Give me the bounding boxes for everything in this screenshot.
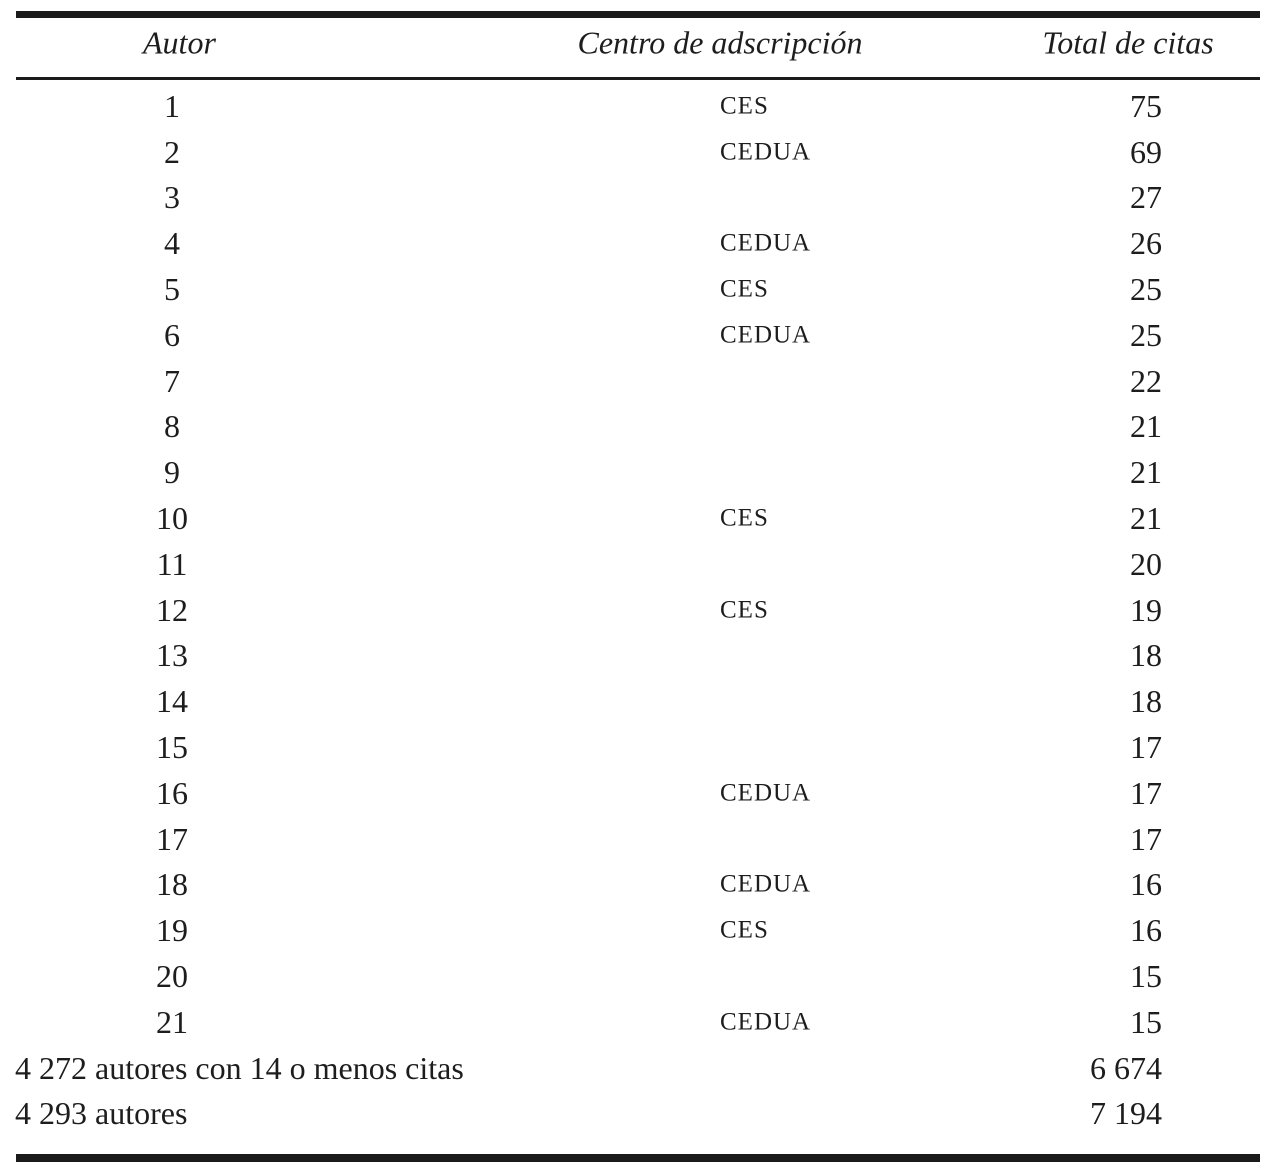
table-row: 7 22 [0,358,1276,404]
autor-cell: 2 [164,133,180,170]
table-row: 4 CEDUA 26 [0,220,1276,266]
citas-cell: 26 [1130,225,1162,262]
centro-cell: CEDUA [720,229,812,257]
autor-cell: 7 [164,362,180,399]
column-header-autor: Autor [143,24,216,61]
centro-cell: CES [720,596,769,624]
citas-cell: 69 [1130,133,1162,170]
citas-cell: 6 674 [1090,1049,1162,1086]
autor-cell: 19 [156,912,188,949]
autor-cell: 15 [156,729,188,766]
table-row: 21 CEDUA 15 [0,999,1276,1045]
autor-cell: 4 [164,225,180,262]
table-row: 6 CEDUA 25 [0,312,1276,358]
table-body: 1 CES 75 2 CEDUA 69 3 27 4 CEDUA 26 5 CE… [0,83,1276,1136]
citas-cell: 75 [1130,87,1162,124]
autor-cell: 18 [156,866,188,903]
table-bottom-rule [16,1154,1260,1162]
table-row: 8 21 [0,404,1276,450]
citas-cell: 20 [1130,545,1162,582]
table-row: 20 15 [0,953,1276,999]
citas-cell: 17 [1130,774,1162,811]
table-header-rule [16,77,1260,80]
citas-cell: 18 [1130,637,1162,674]
table-row: 19 CES 16 [0,907,1276,953]
table-row: 1 CES 75 [0,83,1276,129]
centro-cell: CES [720,916,769,944]
citas-cell: 17 [1130,729,1162,766]
autor-cell: 5 [164,271,180,308]
citas-cell: 15 [1130,958,1162,995]
citas-cell: 15 [1130,1003,1162,1040]
citas-cell: 21 [1130,408,1162,445]
citas-cell: 21 [1130,454,1162,491]
autor-cell: 20 [156,958,188,995]
autor-cell: 11 [156,545,188,582]
table-row: 15 17 [0,724,1276,770]
autor-cell: 3 [164,179,180,216]
column-header-citas: Total de citas [1042,24,1214,61]
autor-cell: 9 [164,454,180,491]
citas-cell: 22 [1130,362,1162,399]
citas-cell: 18 [1130,683,1162,720]
centro-cell: CES [720,92,769,120]
table-row: 3 27 [0,175,1276,221]
citas-cell: 19 [1130,591,1162,628]
table-top-rule [16,11,1260,18]
table-row: 12 CES 19 [0,587,1276,633]
summary-label: 4 272 autores con 14 o menos citas [15,1049,464,1086]
table-row: 16 CEDUA 17 [0,770,1276,816]
autor-cell: 8 [164,408,180,445]
autor-cell: 6 [164,316,180,353]
citas-cell: 25 [1130,316,1162,353]
centro-cell: CES [720,275,769,303]
table-row: 9 21 [0,449,1276,495]
table-row: 17 17 [0,816,1276,862]
table-row: 13 18 [0,633,1276,679]
autor-cell: 16 [156,774,188,811]
autor-cell: 17 [156,820,188,857]
summary-row: 4 272 autores con 14 o menos citas 6 674 [0,1045,1276,1091]
autor-cell: 14 [156,683,188,720]
autor-cell: 13 [156,637,188,674]
autor-cell: 12 [156,591,188,628]
table-row: 5 CES 25 [0,266,1276,312]
table-row: 11 20 [0,541,1276,587]
autor-cell: 1 [164,87,180,124]
table-row: 14 18 [0,678,1276,724]
total-row: 4 293 autores 7 194 [0,1091,1276,1137]
centro-cell: CEDUA [720,138,812,166]
citas-cell: 17 [1130,820,1162,857]
autor-cell: 10 [156,500,188,537]
citas-cell: 16 [1130,912,1162,949]
citas-cell: 7 194 [1090,1095,1162,1132]
centro-cell: CES [720,504,769,532]
centro-cell: CEDUA [720,1008,812,1036]
table-header-row: Autor Centro de adscripción Total de cit… [0,22,1276,64]
table-row: 2 CEDUA 69 [0,129,1276,175]
citas-cell: 21 [1130,500,1162,537]
citas-cell: 27 [1130,179,1162,216]
centro-cell: CEDUA [720,321,812,349]
autor-cell: 21 [156,1003,188,1040]
centro-cell: CEDUA [720,870,812,898]
citas-cell: 25 [1130,271,1162,308]
table-row: 10 CES 21 [0,495,1276,541]
column-header-centro: Centro de adscripción [577,24,863,61]
citas-cell: 16 [1130,866,1162,903]
centro-cell: CEDUA [720,779,812,807]
table-row: 18 CEDUA 16 [0,862,1276,908]
summary-label: 4 293 autores [15,1095,188,1132]
